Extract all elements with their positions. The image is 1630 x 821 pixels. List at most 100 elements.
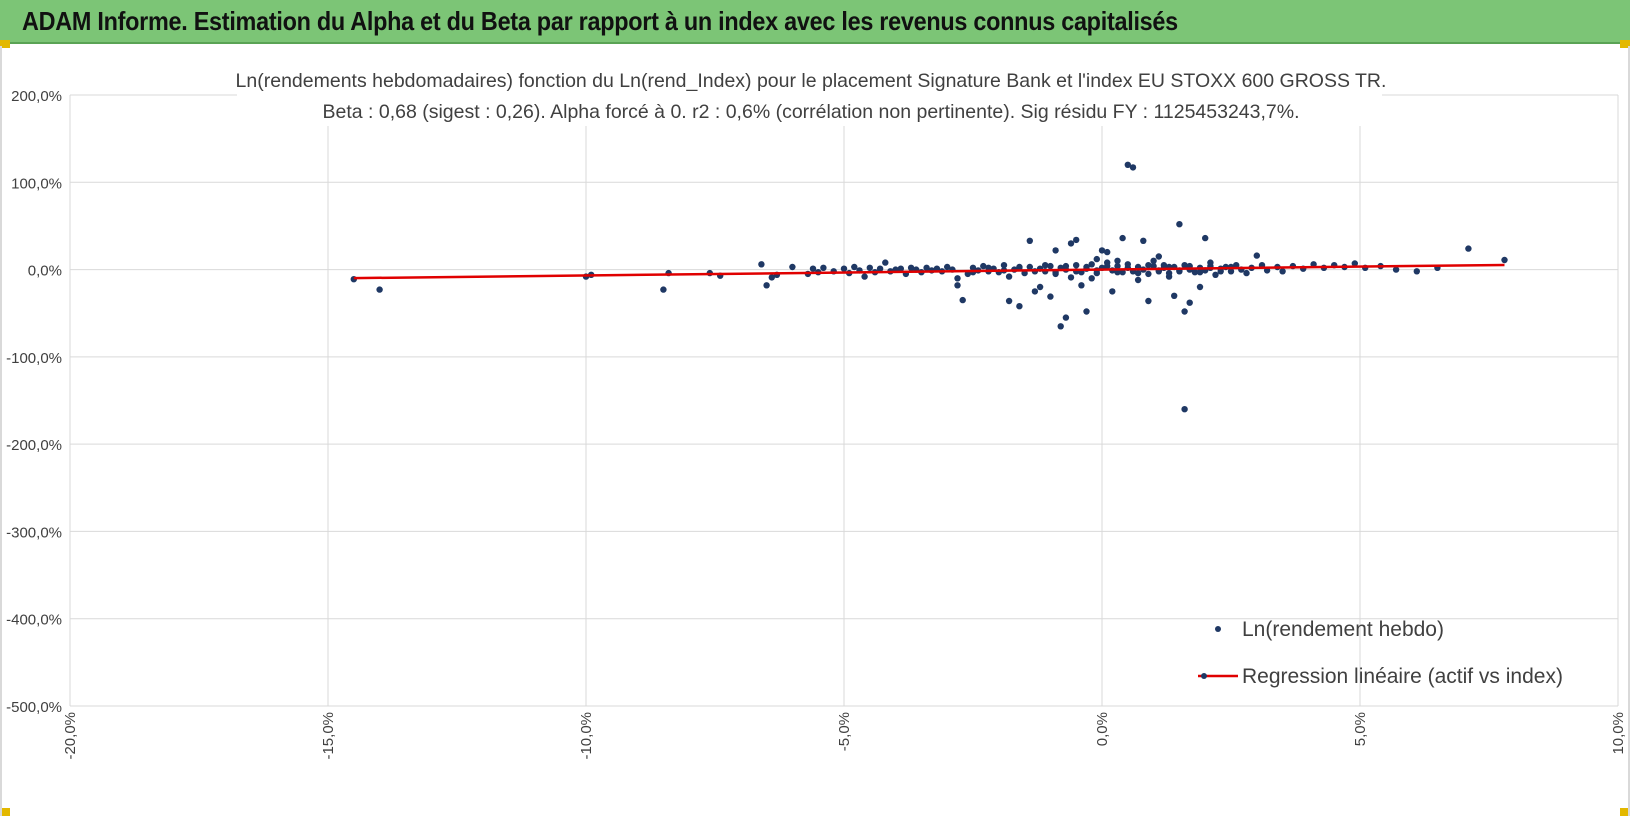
- data-point: [1088, 275, 1095, 282]
- x-tick-label: 10,0%: [1610, 712, 1627, 755]
- data-point: [985, 264, 992, 271]
- data-point: [1351, 260, 1359, 267]
- data-point: [1078, 282, 1085, 289]
- data-point: [1016, 263, 1023, 271]
- y-tick-label: 100,0%: [11, 175, 62, 192]
- data-point: [1129, 164, 1137, 171]
- y-tick-label: -100,0%: [6, 350, 62, 367]
- corner-marker-right: [1620, 40, 1630, 48]
- data-point: [1253, 252, 1261, 259]
- data-point: [1465, 245, 1472, 252]
- data-point: [1098, 247, 1106, 254]
- y-tick-label: 0,0%: [28, 263, 62, 280]
- data-point: [1243, 269, 1250, 277]
- data-point: [376, 286, 383, 293]
- data-point: [1181, 262, 1188, 269]
- data-point: [1073, 236, 1080, 244]
- data-point: [758, 261, 765, 268]
- data-point: [851, 263, 858, 271]
- chart-title-line-1: Ln(rendements hebdomadaires) fonction du…: [236, 70, 1387, 92]
- data-point: [1088, 261, 1095, 268]
- data-point: [763, 282, 770, 289]
- data-point: [1016, 303, 1023, 310]
- data-point: [1145, 297, 1152, 305]
- data-point: [1062, 262, 1070, 270]
- data-point: [1067, 240, 1075, 247]
- data-point: [1413, 268, 1421, 275]
- gridlines: [69, 94, 1619, 707]
- y-tick-label: 200,0%: [11, 88, 62, 105]
- data-point: [660, 286, 667, 293]
- chart-legend: Ln(rendement hebdo) Regression linéaire …: [1198, 618, 1563, 688]
- data-point: [1171, 292, 1178, 299]
- data-point: [861, 273, 868, 280]
- data-point: [876, 265, 884, 272]
- data-point: [897, 265, 904, 272]
- data-point: [1176, 221, 1183, 228]
- data-point: [1062, 314, 1070, 321]
- data-point: [1000, 262, 1008, 269]
- data-point: [1212, 271, 1219, 278]
- data-point: [907, 264, 915, 271]
- data-point: [1005, 273, 1013, 280]
- corner-marker-bottom-right: [1620, 808, 1630, 816]
- data-point: [1279, 268, 1286, 275]
- data-point: [1026, 237, 1034, 244]
- data-point: [1057, 323, 1064, 330]
- data-point: [840, 265, 848, 272]
- data-point: [1165, 269, 1173, 277]
- y-tick-label: -500,0%: [6, 699, 62, 716]
- x-tick-label: -5,0%: [836, 712, 853, 751]
- chart-area: 200,0% 100,0% 0,0% -100,0% -200,0% -300,0% -40…: [0, 46, 1630, 816]
- corner-marker-bottom-left: [0, 808, 10, 816]
- data-point: [1052, 247, 1059, 254]
- data-point: [1124, 161, 1132, 168]
- data-point: [809, 265, 817, 272]
- y-tick-label: -400,0%: [6, 612, 62, 629]
- legend-scatter-marker: [1215, 626, 1221, 632]
- regression-line-group: [353, 263, 1505, 280]
- data-point: [1140, 237, 1147, 244]
- data-point: [820, 264, 827, 271]
- data-point: [944, 263, 951, 271]
- data-point: [1119, 269, 1126, 276]
- data-point: [1155, 253, 1163, 260]
- chart-title-line-2: Beta : 0,68 (sigest : 0,26). Alpha forcé…: [322, 101, 1299, 123]
- data-point: [1104, 248, 1111, 256]
- data-point: [1026, 263, 1034, 271]
- x-tick-label: -20,0%: [62, 712, 79, 760]
- data-point: [980, 262, 987, 270]
- y-tick-label: -300,0%: [6, 524, 62, 541]
- regression-line: [353, 263, 1505, 280]
- legend-line-dot: [1201, 673, 1207, 679]
- x-tick-label: 5,0%: [1352, 712, 1369, 746]
- data-point: [1114, 262, 1121, 270]
- data-point: [1145, 262, 1152, 269]
- data-point: [1093, 255, 1101, 263]
- data-point: [1145, 270, 1152, 278]
- data-point: [1196, 269, 1204, 276]
- y-tick-label: -200,0%: [6, 437, 62, 454]
- data-point: [1104, 262, 1111, 270]
- scatter-points: [350, 161, 1508, 413]
- data-point: [1134, 269, 1142, 277]
- data-point: [1501, 256, 1508, 264]
- axes: 200,0% 100,0% 0,0% -100,0% -200,0% -300,0% -40…: [6, 88, 1627, 760]
- data-point: [1181, 308, 1188, 315]
- legend-line-label: Regression linéaire (actif vs index): [1242, 665, 1563, 688]
- data-point: [954, 275, 961, 282]
- data-point: [1083, 308, 1090, 315]
- data-point: [1047, 262, 1054, 270]
- data-point: [1196, 283, 1204, 291]
- data-point: [1073, 262, 1080, 269]
- title-background: [237, 64, 1382, 126]
- data-point: [1181, 406, 1188, 413]
- data-point: [1047, 293, 1054, 300]
- data-point: [866, 264, 873, 271]
- data-point: [1392, 266, 1400, 273]
- data-point: [969, 264, 977, 271]
- data-point: [1150, 257, 1157, 264]
- data-point: [1202, 234, 1209, 242]
- chart-title: Ln(rendements hebdomadaires) fonction du…: [236, 64, 1387, 126]
- data-point: [882, 259, 889, 266]
